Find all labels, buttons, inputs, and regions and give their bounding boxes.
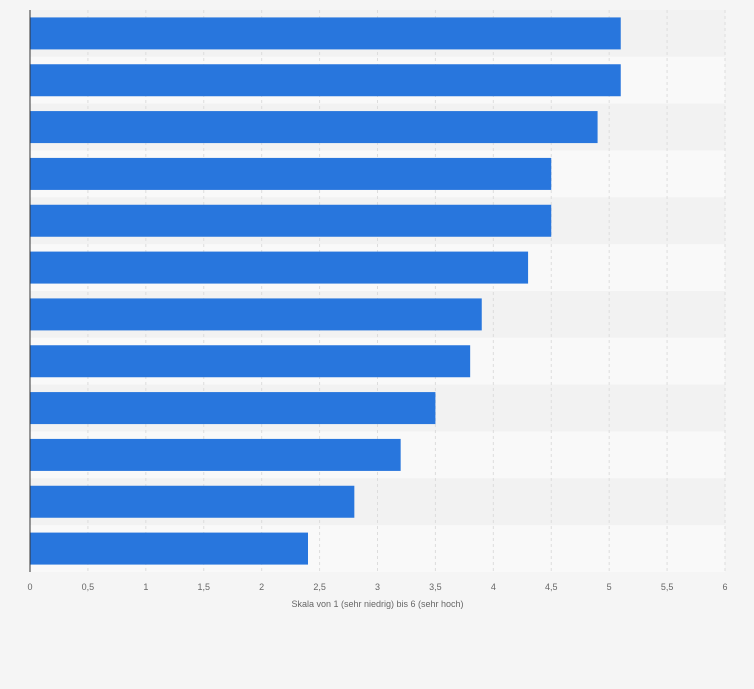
- x-tick-label-4: 2: [259, 582, 264, 592]
- bar-3[interactable]: [30, 111, 598, 144]
- bar-8[interactable]: [30, 345, 471, 378]
- x-tick-label-0: 0: [27, 582, 32, 592]
- x-tick-label-5: 2,5: [313, 582, 326, 592]
- x-tick-label-12: 6: [722, 582, 727, 592]
- bar-9[interactable]: [30, 392, 436, 425]
- bar-11[interactable]: [30, 485, 355, 518]
- x-tick-label-3: 1,5: [197, 582, 210, 592]
- bar-7[interactable]: [30, 298, 482, 331]
- bar-12[interactable]: [30, 532, 308, 565]
- x-tick-label-2: 1: [143, 582, 148, 592]
- x-tick-label-1: 0,5: [82, 582, 95, 592]
- x-axis-ticks: 0 0,5 1 1,5 2 2,5 3 3,5 4 4,5 5 5,5 6: [27, 582, 727, 592]
- x-tick-label-7: 3,5: [429, 582, 442, 592]
- x-tick-label-8: 4: [491, 582, 496, 592]
- bar-1[interactable]: [30, 17, 621, 50]
- bar-2[interactable]: [30, 64, 621, 97]
- bar-5[interactable]: [30, 204, 552, 237]
- bar-4[interactable]: [30, 157, 552, 190]
- x-tick-label-9: 4,5: [545, 582, 558, 592]
- bar-6[interactable]: [30, 251, 529, 284]
- x-tick-label-6: 3: [375, 582, 380, 592]
- x-tick-label-11: 5,5: [661, 582, 674, 592]
- bars: [30, 17, 621, 565]
- x-axis-title: Skala von 1 (sehr niedrig) bis 6 (sehr h…: [291, 599, 463, 609]
- bar-10[interactable]: [30, 438, 401, 471]
- x-tick-label-10: 5: [607, 582, 612, 592]
- grid-lines: [87, 10, 726, 572]
